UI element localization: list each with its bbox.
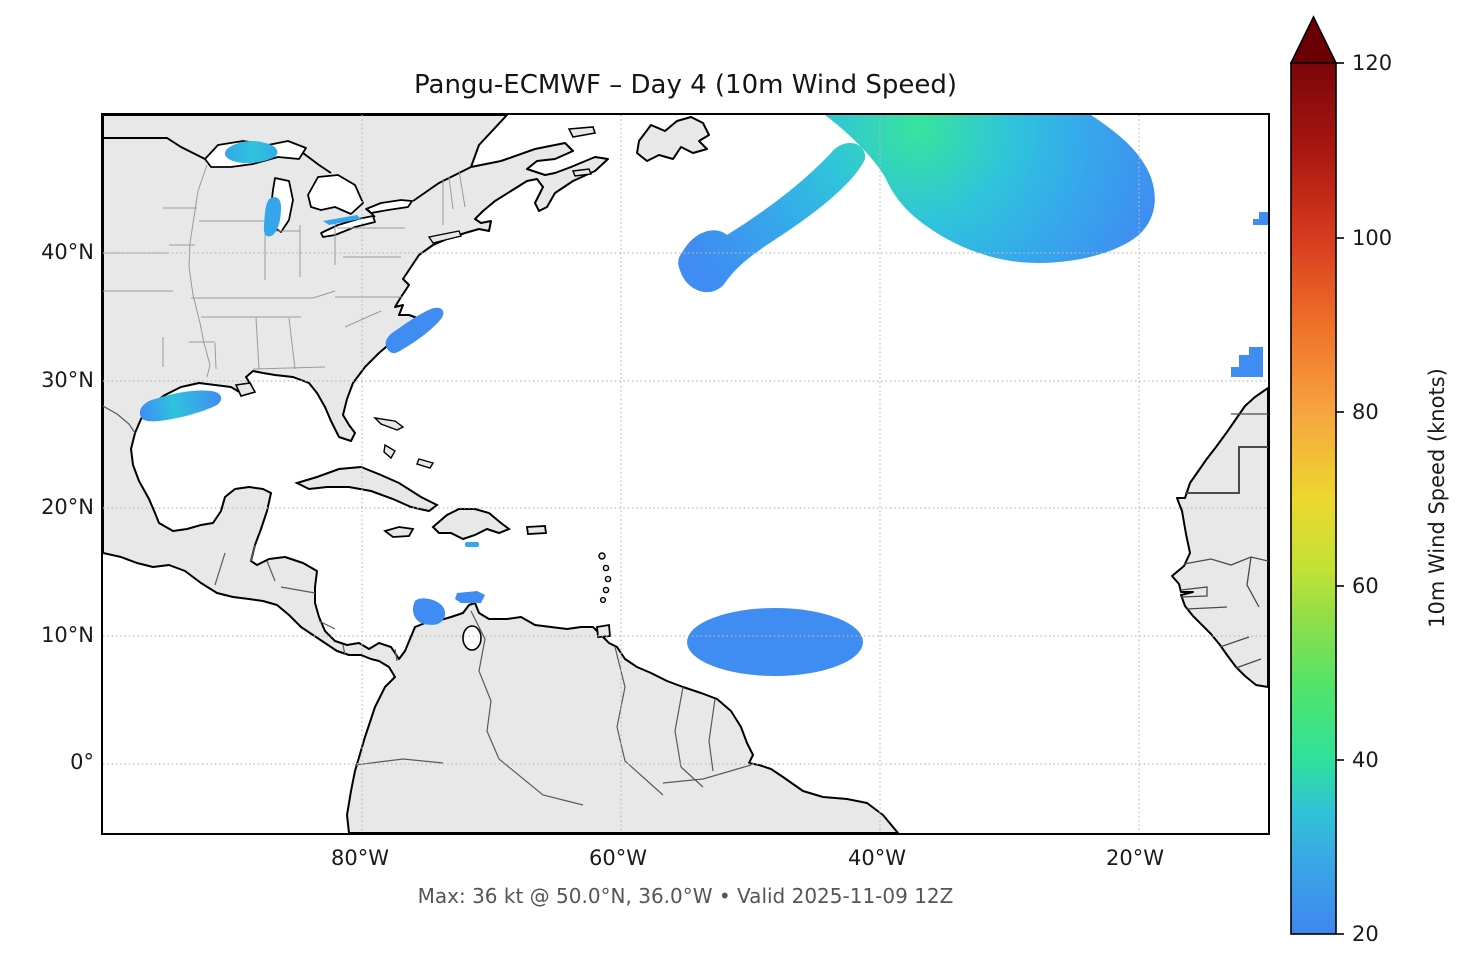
us-state-borders (103, 164, 466, 378)
trinidad-island (596, 623, 611, 638)
canada-us-border (103, 137, 472, 218)
ytick-30n: 30°N (41, 368, 94, 392)
puerto-rico-island (525, 525, 548, 535)
ytick-10n: 10°N (41, 623, 94, 647)
wind-speed-field (139, 115, 1268, 676)
cbar-tick-20: 20 (1352, 922, 1379, 946)
right-edge-nub-blob (1253, 212, 1268, 225)
prince-edward-island (572, 168, 592, 177)
colorbar (1290, 15, 1344, 935)
cape-hatteras-blob (385, 307, 444, 354)
lake-huron (307, 174, 364, 215)
north-atlantic-storm-blob (825, 115, 1155, 263)
map-axes (101, 113, 1270, 835)
figure-title: Pangu-ECMWF – Day 4 (10m Wind Speed) (414, 70, 957, 100)
ytick-0: 0° (70, 750, 94, 774)
xtick-20w: 20°W (1106, 846, 1164, 870)
lake-ontario (365, 199, 413, 214)
cbar-tick-60: 60 (1352, 574, 1379, 598)
cuba-island (294, 465, 439, 513)
long-island (427, 230, 462, 244)
cbar-tick-40: 40 (1352, 748, 1379, 772)
subtropical-atlantic-oval-blob (687, 608, 863, 676)
cbar-tick-80: 80 (1352, 400, 1379, 424)
colorbar-gradient-bar (1290, 62, 1337, 935)
guajira-dash-blob (455, 591, 485, 603)
colorbar-axis-label: 10m Wind Speed (knots) (1425, 368, 1449, 628)
cbar-tick-120: 120 (1352, 51, 1393, 75)
xtick-40w: 40°W (848, 846, 906, 870)
mississippi-delta (234, 382, 257, 397)
graticule-gridlines (103, 115, 1268, 833)
lake-maracaibo (462, 625, 482, 651)
newfoundland-island (636, 116, 710, 162)
jamaica-island (383, 526, 415, 538)
xtick-80w: 80°W (331, 846, 389, 870)
morocco-coast-blob (1231, 347, 1263, 377)
xtick-60w: 60°W (589, 846, 647, 870)
hispaniola-island (431, 508, 512, 541)
max-wind-caption: Max: 36 kt @ 50.0°N, 36.0°W • Valid 2025… (417, 884, 954, 908)
guajira-blob (413, 598, 446, 625)
americas-landmass (103, 115, 899, 833)
islands (294, 116, 710, 638)
gulf-of-mexico-blob (139, 390, 222, 422)
hispaniola-south-dash-blob (465, 542, 479, 547)
colorbar-tick-marks (1336, 62, 1344, 935)
bahamas-islands (373, 416, 435, 469)
ytick-20n: 20°N (41, 495, 94, 519)
africa-country-borders (1180, 413, 1268, 669)
map-canvas (103, 115, 1268, 833)
lake-michigan-wind-blob (263, 197, 281, 237)
africa-landmass (1171, 387, 1268, 688)
lesser-antilles-islands (598, 552, 612, 604)
colorbar-extend-arrow (1290, 15, 1338, 64)
cbar-tick-100: 100 (1352, 226, 1393, 250)
ytick-40n: 40°N (41, 240, 94, 264)
north-atlantic-storm-arm (678, 142, 866, 293)
anticosti-island (567, 126, 597, 138)
lake-superior-wind-blob (225, 141, 278, 164)
lake-erie-wind-blob (323, 215, 361, 225)
